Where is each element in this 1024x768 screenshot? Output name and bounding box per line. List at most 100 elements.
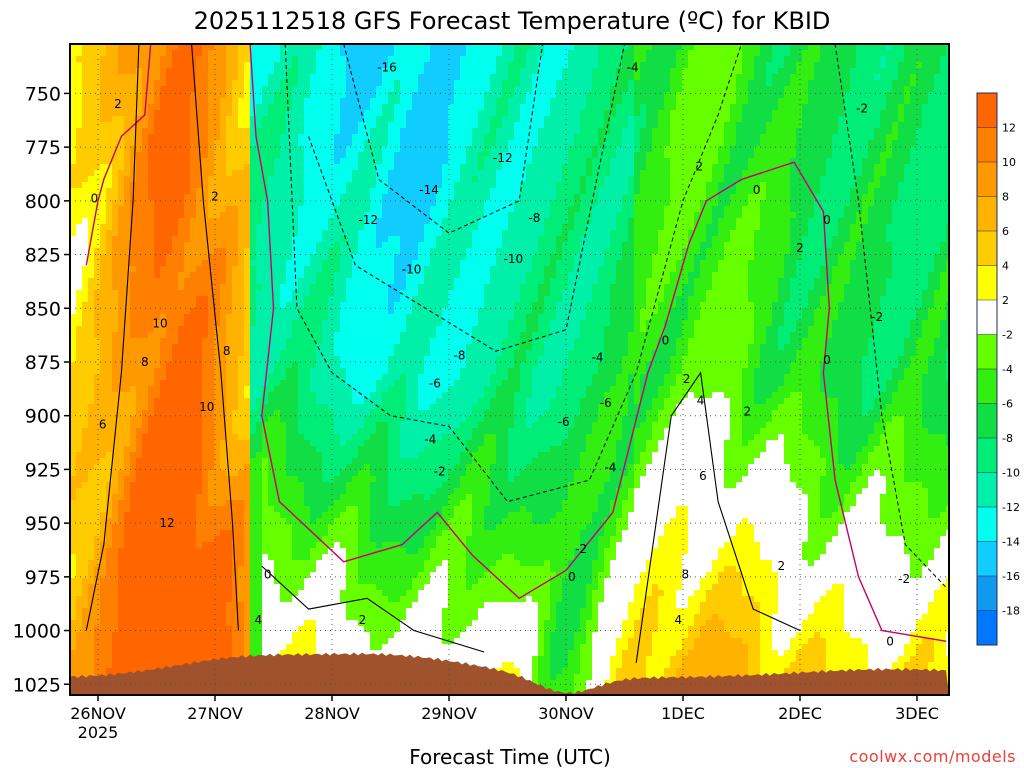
x-tick-label: 27NOV	[187, 704, 243, 723]
contour-label: 0	[568, 570, 576, 584]
contour-label: 2	[777, 559, 785, 573]
contour-label: -6	[600, 396, 612, 410]
contour-label: 8	[223, 344, 231, 358]
colorbar-label: 2	[1002, 294, 1009, 307]
colorbar-swatch	[977, 369, 997, 404]
contour-label: 0	[662, 333, 670, 347]
colorbar-label: 8	[1002, 191, 1009, 204]
colorbar-label: -8	[1002, 432, 1013, 445]
contour-label: 2	[696, 159, 704, 173]
contour-label: -4	[627, 61, 639, 75]
contour-label: 0	[886, 634, 894, 648]
cold-contour	[343, 43, 544, 234]
contour-label: 2	[744, 404, 752, 418]
warm-contour	[191, 43, 239, 631]
x-tick-label: 2DEC	[778, 704, 822, 723]
colorbar-swatch	[977, 507, 997, 542]
contour-label: -16	[377, 61, 397, 75]
contour-label: -10	[504, 252, 524, 266]
x-tick-label: 26NOV	[70, 704, 126, 723]
warm-contour	[261, 565, 485, 653]
contour-label: -10	[402, 263, 422, 277]
cold-contour	[308, 43, 625, 352]
contour-label: 2	[683, 372, 691, 386]
contour-label: 8	[682, 568, 690, 582]
contour-label: 2	[359, 613, 367, 627]
colorbar-swatch	[977, 334, 997, 370]
contour-label: 12	[159, 516, 174, 530]
y-tick-label: 800	[25, 191, 61, 213]
colorbar-label: -12	[1002, 501, 1020, 514]
contour-label: 4	[674, 613, 682, 627]
ground-fill	[70, 652, 949, 695]
chart-title: 2025112518 GFS Forecast Temperature (ºC)…	[194, 7, 831, 35]
temperature-field	[70, 44, 950, 696]
zero-contour	[85, 43, 152, 266]
colorbar-swatch	[977, 403, 997, 439]
contour-label: 0	[823, 353, 831, 367]
contour-label: -2	[434, 465, 446, 479]
credit-link[interactable]: coolwx.com/models	[849, 747, 1016, 766]
colorbar-label: -4	[1002, 363, 1013, 376]
colorbar-swatch	[977, 93, 997, 128]
colorbar-swatch	[977, 300, 997, 335]
colorbar-label: -6	[1002, 398, 1013, 411]
colorbar-swatch	[977, 196, 997, 232]
x-tick-label: 3DEC	[895, 704, 939, 723]
contour-label: -12	[493, 151, 513, 165]
colorbar-swatch	[977, 610, 997, 646]
dotted-grid	[70, 44, 949, 695]
colorbar-label: 6	[1002, 225, 1009, 238]
colorbar-label: -16	[1002, 570, 1020, 583]
y-tick-label: 950	[25, 513, 61, 535]
x-year-label: 2025	[78, 723, 119, 742]
contour-label: 10	[199, 400, 214, 414]
x-tick-label: 1DEC	[661, 704, 705, 723]
contour-label: -6	[558, 415, 570, 429]
y-tick-label: 775	[25, 137, 61, 159]
contour-label: 8	[141, 355, 149, 369]
x-tick-label: 29NOV	[421, 704, 477, 723]
y-tick-label: 875	[25, 352, 61, 374]
colorbar-swatch	[977, 576, 997, 611]
colorbar-label: -18	[1002, 605, 1020, 618]
contour-label: 0	[753, 183, 761, 197]
zero-contour	[249, 43, 947, 642]
contour-label: 2	[796, 241, 804, 255]
contour-label: -8	[528, 211, 540, 225]
colorbar-label: -14	[1002, 536, 1020, 549]
contour-label: 4	[697, 394, 705, 408]
colorbar-label: -2	[1002, 329, 1013, 342]
y-tick-label: 1000	[13, 621, 61, 643]
contour-label: -4	[424, 432, 436, 446]
plot-frame	[69, 43, 950, 696]
contour-label: -4	[592, 351, 604, 365]
colorbar-swatch	[977, 231, 997, 266]
contour-label: 6	[699, 469, 707, 483]
contour-label: -2	[856, 101, 868, 115]
y-tick-label: 900	[25, 406, 61, 428]
contour-label: -14	[419, 183, 439, 197]
y-tick-label: 825	[25, 245, 61, 267]
y-tick-label: 750	[25, 83, 61, 105]
cold-contour	[284, 43, 742, 503]
colorbar-label: 4	[1002, 260, 1009, 273]
x-axis: 26NOV 27NOV 28NOV 29NOV 30NOV 1DEC 2DEC 3DEC 202…	[70, 695, 939, 742]
contour-label: 2	[114, 97, 122, 111]
x-axis-title: Forecast Time (UTC)	[409, 745, 611, 768]
contour-label: 0	[91, 192, 99, 206]
contour-label: -12	[358, 213, 378, 227]
colorbar-swatch	[977, 472, 997, 508]
colorbar-swatch	[977, 127, 997, 163]
contour-label: -2	[575, 542, 587, 556]
x-tick-label: 28NOV	[304, 704, 360, 723]
contour-label: -4	[604, 460, 616, 474]
contour-label: 0	[264, 568, 272, 582]
colorbar-label: 10	[1002, 156, 1016, 169]
contour-label: 2	[211, 190, 219, 204]
contour-label: 4	[254, 613, 262, 627]
terrain-ground	[70, 652, 949, 695]
warm-contour	[635, 371, 801, 663]
colorbar-swatch	[977, 541, 997, 577]
